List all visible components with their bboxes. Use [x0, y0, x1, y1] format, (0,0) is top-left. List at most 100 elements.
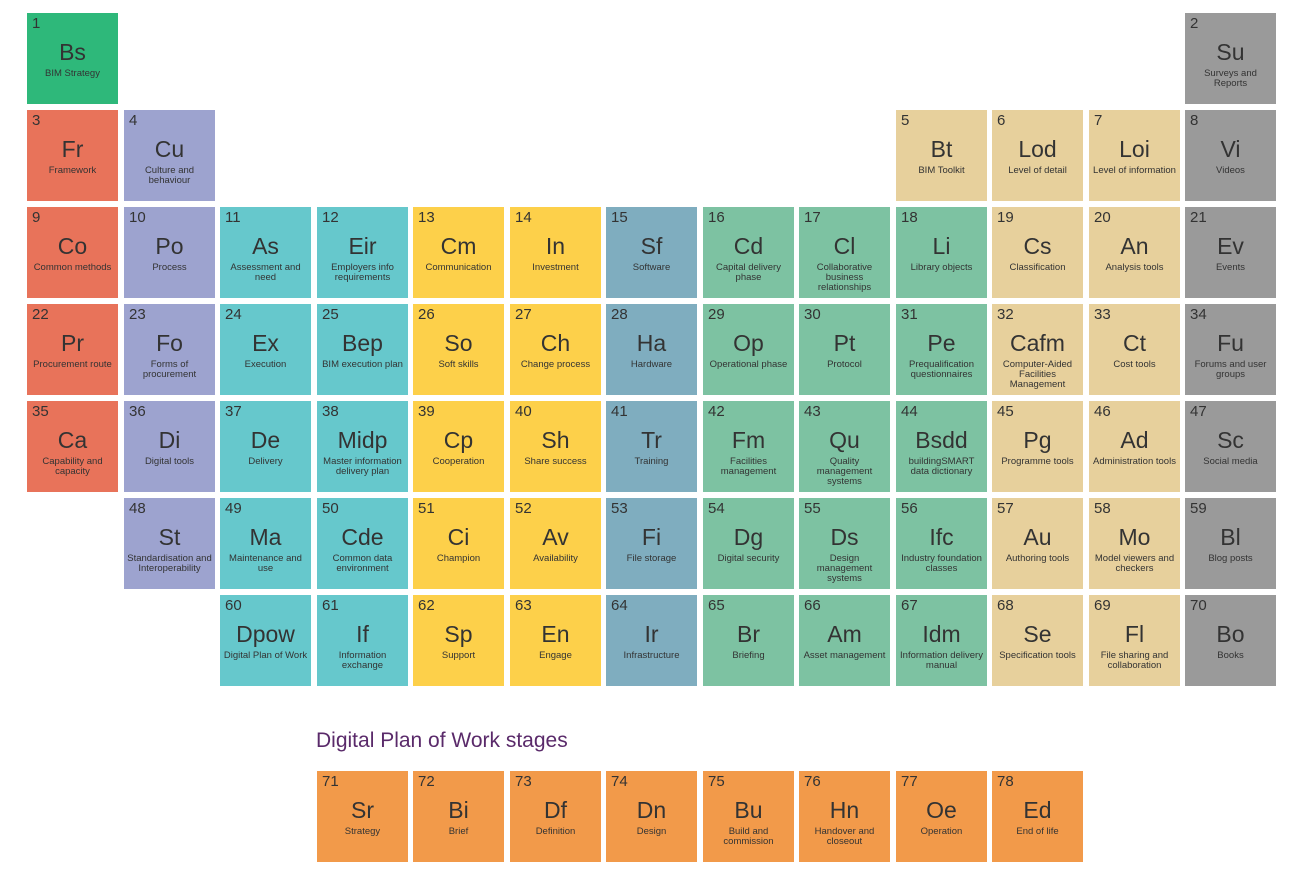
element-tile-so[interactable]: 26 So Soft skills	[413, 304, 504, 395]
element-tile-qu[interactable]: 43 Qu Quality management systems	[799, 401, 890, 492]
element-tile-de[interactable]: 37 De Delivery	[220, 401, 311, 492]
element-number: 76	[804, 773, 821, 790]
element-name: Availability	[533, 553, 578, 564]
element-tile-cde[interactable]: 50 Cde Common data environment	[317, 498, 408, 589]
element-tile-if[interactable]: 61 If Information exchange	[317, 595, 408, 686]
element-tile-ha[interactable]: 28 Ha Hardware	[606, 304, 697, 395]
element-tile-bo[interactable]: 70 Bo Books	[1185, 595, 1276, 686]
element-symbol: Dg	[733, 524, 764, 550]
stage-tile-oe[interactable]: 77 Oe Operation	[896, 771, 987, 862]
element-tile-cl[interactable]: 17 Cl Collaborative business relationships	[799, 207, 890, 298]
element-tile-cp[interactable]: 39 Cp Cooperation	[413, 401, 504, 492]
element-symbol: Bsdd	[915, 427, 968, 453]
element-number: 69	[1094, 597, 1111, 614]
element-symbol: Cl	[833, 233, 856, 259]
element-tile-sf[interactable]: 15 Sf Software	[606, 207, 697, 298]
element-tile-bsdd[interactable]: 44 Bsdd buildingSMART data dictionary	[896, 401, 987, 492]
element-tile-pg[interactable]: 45 Pg Programme tools	[992, 401, 1083, 492]
stage-tile-dn[interactable]: 74 Dn Design	[606, 771, 697, 862]
element-symbol: Ds	[830, 524, 859, 550]
element-tile-di[interactable]: 36 Di Digital tools	[124, 401, 215, 492]
element-tile-pe[interactable]: 31 Pe Prequalification questionnaires	[896, 304, 987, 395]
element-name: Support	[441, 650, 476, 661]
element-tile-am[interactable]: 66 Am Asset management	[799, 595, 890, 686]
element-tile-ad[interactable]: 46 Ad Administration tools	[1089, 401, 1180, 492]
element-tile-au[interactable]: 57 Au Authoring tools	[992, 498, 1083, 589]
element-number: 55	[804, 500, 821, 517]
element-tile-cafm[interactable]: 32 Cafm Computer-Aided Facilities Manageme…	[992, 304, 1083, 395]
element-tile-ma[interactable]: 49 Ma Maintenance and use	[220, 498, 311, 589]
element-tile-en[interactable]: 63 En Engage	[510, 595, 601, 686]
element-tile-se[interactable]: 68 Se Specification tools	[992, 595, 1083, 686]
element-tile-lod[interactable]: 6 Lod Level of detail	[992, 110, 1083, 201]
element-name: Briefing	[732, 650, 765, 661]
element-tile-vi[interactable]: 8 Vi Videos	[1185, 110, 1276, 201]
element-tile-idm[interactable]: 67 Idm Information delivery manual	[896, 595, 987, 686]
stage-tile-ed[interactable]: 78 Ed End of life	[992, 771, 1083, 862]
element-tile-midp[interactable]: 38 Midp Master information delivery plan	[317, 401, 408, 492]
element-tile-ct[interactable]: 33 Ct Cost tools	[1089, 304, 1180, 395]
element-symbol: Dn	[636, 797, 667, 823]
element-tile-as[interactable]: 11 As Assessment and need	[220, 207, 311, 298]
element-tile-ds[interactable]: 55 Ds Design management systems	[799, 498, 890, 589]
element-tile-tr[interactable]: 41 Tr Training	[606, 401, 697, 492]
element-tile-st[interactable]: 48 St Standardisation and Interoperability	[124, 498, 215, 589]
element-tile-cd[interactable]: 16 Cd Capital delivery phase	[703, 207, 794, 298]
element-symbol: Pr	[61, 330, 84, 356]
element-tile-dpow[interactable]: 60 Dpow Digital Plan of Work	[220, 595, 311, 686]
element-tile-bep[interactable]: 25 Bep BIM execution plan	[317, 304, 408, 395]
element-number: 14	[515, 209, 532, 226]
element-tile-loi[interactable]: 7 Loi Level of information	[1089, 110, 1180, 201]
element-tile-op[interactable]: 29 Op Operational phase	[703, 304, 794, 395]
element-tile-ci[interactable]: 51 Ci Champion	[413, 498, 504, 589]
element-tile-bs[interactable]: 1 Bs BIM Strategy	[27, 13, 118, 104]
element-symbol: Cp	[443, 427, 474, 453]
element-tile-bl[interactable]: 59 Bl Blog posts	[1185, 498, 1276, 589]
element-tile-sc[interactable]: 47 Sc Social media	[1185, 401, 1276, 492]
element-tile-an[interactable]: 20 An Analysis tools	[1089, 207, 1180, 298]
element-tile-co[interactable]: 9 Co Common methods	[27, 207, 118, 298]
stage-tile-df[interactable]: 73 Df Definition	[510, 771, 601, 862]
stage-tile-hn[interactable]: 76 Hn Handover and closeout	[799, 771, 890, 862]
element-name: Social media	[1203, 456, 1258, 467]
element-tile-cu[interactable]: 4 Cu Culture and behaviour	[124, 110, 215, 201]
element-tile-sh[interactable]: 40 Sh Share success	[510, 401, 601, 492]
element-tile-cm[interactable]: 13 Cm Communication	[413, 207, 504, 298]
element-tile-eir[interactable]: 12 Eir Employers info requirements	[317, 207, 408, 298]
element-tile-ev[interactable]: 21 Ev Events	[1185, 207, 1276, 298]
element-tile-li[interactable]: 18 Li Library objects	[896, 207, 987, 298]
element-number: 29	[708, 306, 725, 323]
stage-tile-bu[interactable]: 75 Bu Build and commission	[703, 771, 794, 862]
element-tile-pt[interactable]: 30 Pt Protocol	[799, 304, 890, 395]
element-tile-ifc[interactable]: 56 Ifc Industry foundation classes	[896, 498, 987, 589]
element-tile-fr[interactable]: 3 Fr Framework	[27, 110, 118, 201]
stage-tile-sr[interactable]: 71 Sr Strategy	[317, 771, 408, 862]
element-name: Level of detail	[1008, 165, 1067, 176]
element-tile-fo[interactable]: 23 Fo Forms of procurement	[124, 304, 215, 395]
element-tile-av[interactable]: 52 Av Availability	[510, 498, 601, 589]
element-tile-fi[interactable]: 53 Fi File storage	[606, 498, 697, 589]
element-tile-cs[interactable]: 19 Cs Classification	[992, 207, 1083, 298]
element-tile-bt[interactable]: 5 Bt BIM Toolkit	[896, 110, 987, 201]
element-tile-ir[interactable]: 64 Ir Infrastructure	[606, 595, 697, 686]
element-tile-fl[interactable]: 69 Fl File sharing and collaboration	[1089, 595, 1180, 686]
element-name: Framework	[48, 165, 97, 176]
element-tile-po[interactable]: 10 Po Process	[124, 207, 215, 298]
element-tile-fm[interactable]: 42 Fm Facilities management	[703, 401, 794, 492]
element-name: Digital security	[717, 553, 780, 564]
element-tile-dg[interactable]: 54 Dg Digital security	[703, 498, 794, 589]
element-tile-ca[interactable]: 35 Ca Capability and capacity	[27, 401, 118, 492]
element-tile-sp[interactable]: 62 Sp Support	[413, 595, 504, 686]
element-symbol: Ca	[57, 427, 88, 453]
element-tile-pr[interactable]: 22 Pr Procurement route	[27, 304, 118, 395]
element-tile-mo[interactable]: 58 Mo Model viewers and checkers	[1089, 498, 1180, 589]
element-tile-su[interactable]: 2 Su Surveys and Reports	[1185, 13, 1276, 104]
element-tile-ex[interactable]: 24 Ex Execution	[220, 304, 311, 395]
stage-tile-bi[interactable]: 72 Bi Brief	[413, 771, 504, 862]
element-name: Administration tools	[1093, 456, 1176, 467]
element-tile-in[interactable]: 14 In Investment	[510, 207, 601, 298]
element-name: Information delivery manual	[900, 650, 983, 671]
element-tile-ch[interactable]: 27 Ch Change process	[510, 304, 601, 395]
element-tile-br[interactable]: 65 Br Briefing	[703, 595, 794, 686]
element-tile-fu[interactable]: 34 Fu Forums and user groups	[1185, 304, 1276, 395]
